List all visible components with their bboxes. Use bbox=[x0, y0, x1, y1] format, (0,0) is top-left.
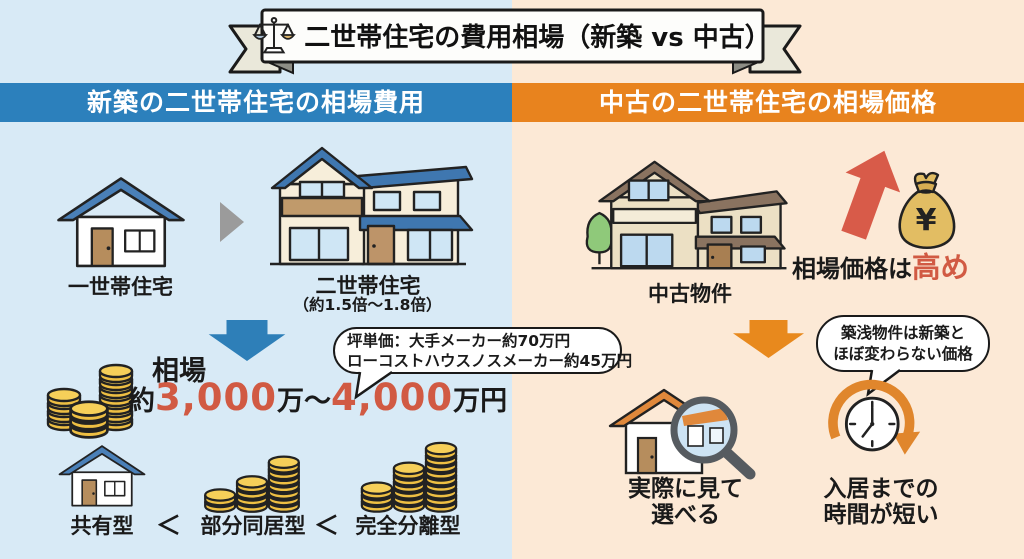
two-household-house-icon bbox=[270, 146, 474, 266]
bubble-line-2: ローコストハウスノスメーカー約45万円 bbox=[347, 352, 633, 371]
recent-build-bubble: 築浅物件は新築と ほぼ変わらない価格 bbox=[816, 315, 990, 372]
bubble-line-1: 築浅物件は新築と bbox=[840, 323, 965, 342]
feature-time-line-1: 入居までの bbox=[823, 476, 939, 502]
feature-time-label: 入居までの 時間が短い bbox=[795, 476, 967, 528]
up-arrow-red-icon bbox=[826, 139, 913, 247]
price-between: 万〜 bbox=[277, 386, 332, 417]
clock-time-icon bbox=[828, 379, 921, 455]
type-separate-label: 完全分離型 bbox=[355, 514, 461, 538]
coin-stacks-medium-icon bbox=[204, 455, 300, 513]
dual-house-label: 二世帯住宅 bbox=[315, 274, 421, 298]
price-low: 3,000 bbox=[155, 376, 278, 419]
dual-house-ratio-note: （約1.5倍〜1.8倍） bbox=[293, 296, 442, 314]
shared-type-house-icon bbox=[58, 445, 146, 507]
price-note: 相場価格は高め bbox=[792, 245, 969, 286]
yen-symbol: ¥ bbox=[916, 203, 937, 238]
balance-scale-icon bbox=[252, 16, 297, 54]
type-partial-label: 部分同居型 bbox=[200, 514, 306, 538]
used-house-icon bbox=[585, 160, 788, 270]
single-house-label: 一世帯住宅 bbox=[68, 275, 173, 299]
price-range: 約3,000万〜4,000万円 bbox=[128, 376, 507, 419]
price-note-accent: 高め bbox=[912, 251, 970, 284]
price-approx: 約 bbox=[128, 386, 155, 417]
transition-arrow-icon bbox=[220, 202, 244, 242]
feature-time-line-2: 時間が短い bbox=[823, 502, 939, 528]
bubble-line-1: 坪単価：大手メーカー約70万円 bbox=[347, 332, 571, 350]
coin-stacks-tall-icon bbox=[360, 441, 458, 513]
price-note-plain: 相場価格は bbox=[792, 255, 912, 283]
feature-view-line-1: 実際に見て bbox=[628, 476, 743, 502]
down-arrow-orange-icon bbox=[732, 320, 805, 358]
unit-price-bubble: 坪単価：大手メーカー約70万円 ローコストハウスノスメーカー約45万円 bbox=[333, 327, 633, 374]
price-unit: 万円 bbox=[453, 386, 508, 417]
right-column-header: 中古の二世帯住宅の相場価格 bbox=[512, 83, 1024, 122]
down-arrow-blue-icon bbox=[208, 320, 286, 361]
left-column-header: 新築の二世帯住宅の相場費用 bbox=[0, 83, 512, 122]
feature-view-label: 実際に見て 選べる bbox=[598, 476, 773, 528]
page-title: 二世帯住宅の費用相場（新築 vs 中古） bbox=[304, 22, 771, 53]
title-banner: 二世帯住宅の費用相場（新築 vs 中古） bbox=[252, 12, 771, 58]
single-family-house-icon bbox=[57, 177, 185, 268]
feature-view-line-2: 選べる bbox=[651, 502, 720, 528]
price-high: 4,000 bbox=[331, 376, 454, 419]
bubble-tail bbox=[354, 370, 393, 400]
used-house-label: 中古物件 bbox=[648, 282, 732, 306]
house-magnifier-icon bbox=[608, 388, 756, 480]
less-than-sign-1: ＜ bbox=[156, 511, 182, 540]
less-than-sign-2: ＜ bbox=[314, 511, 340, 540]
title-ribbon bbox=[228, 8, 802, 75]
market-price-label: 相場 bbox=[152, 356, 206, 387]
bubble-line-2: ほぼ変わらない価格 bbox=[833, 344, 973, 363]
type-shared-label: 共有型 bbox=[70, 514, 134, 538]
money-bag-icon: ¥ bbox=[898, 171, 956, 250]
